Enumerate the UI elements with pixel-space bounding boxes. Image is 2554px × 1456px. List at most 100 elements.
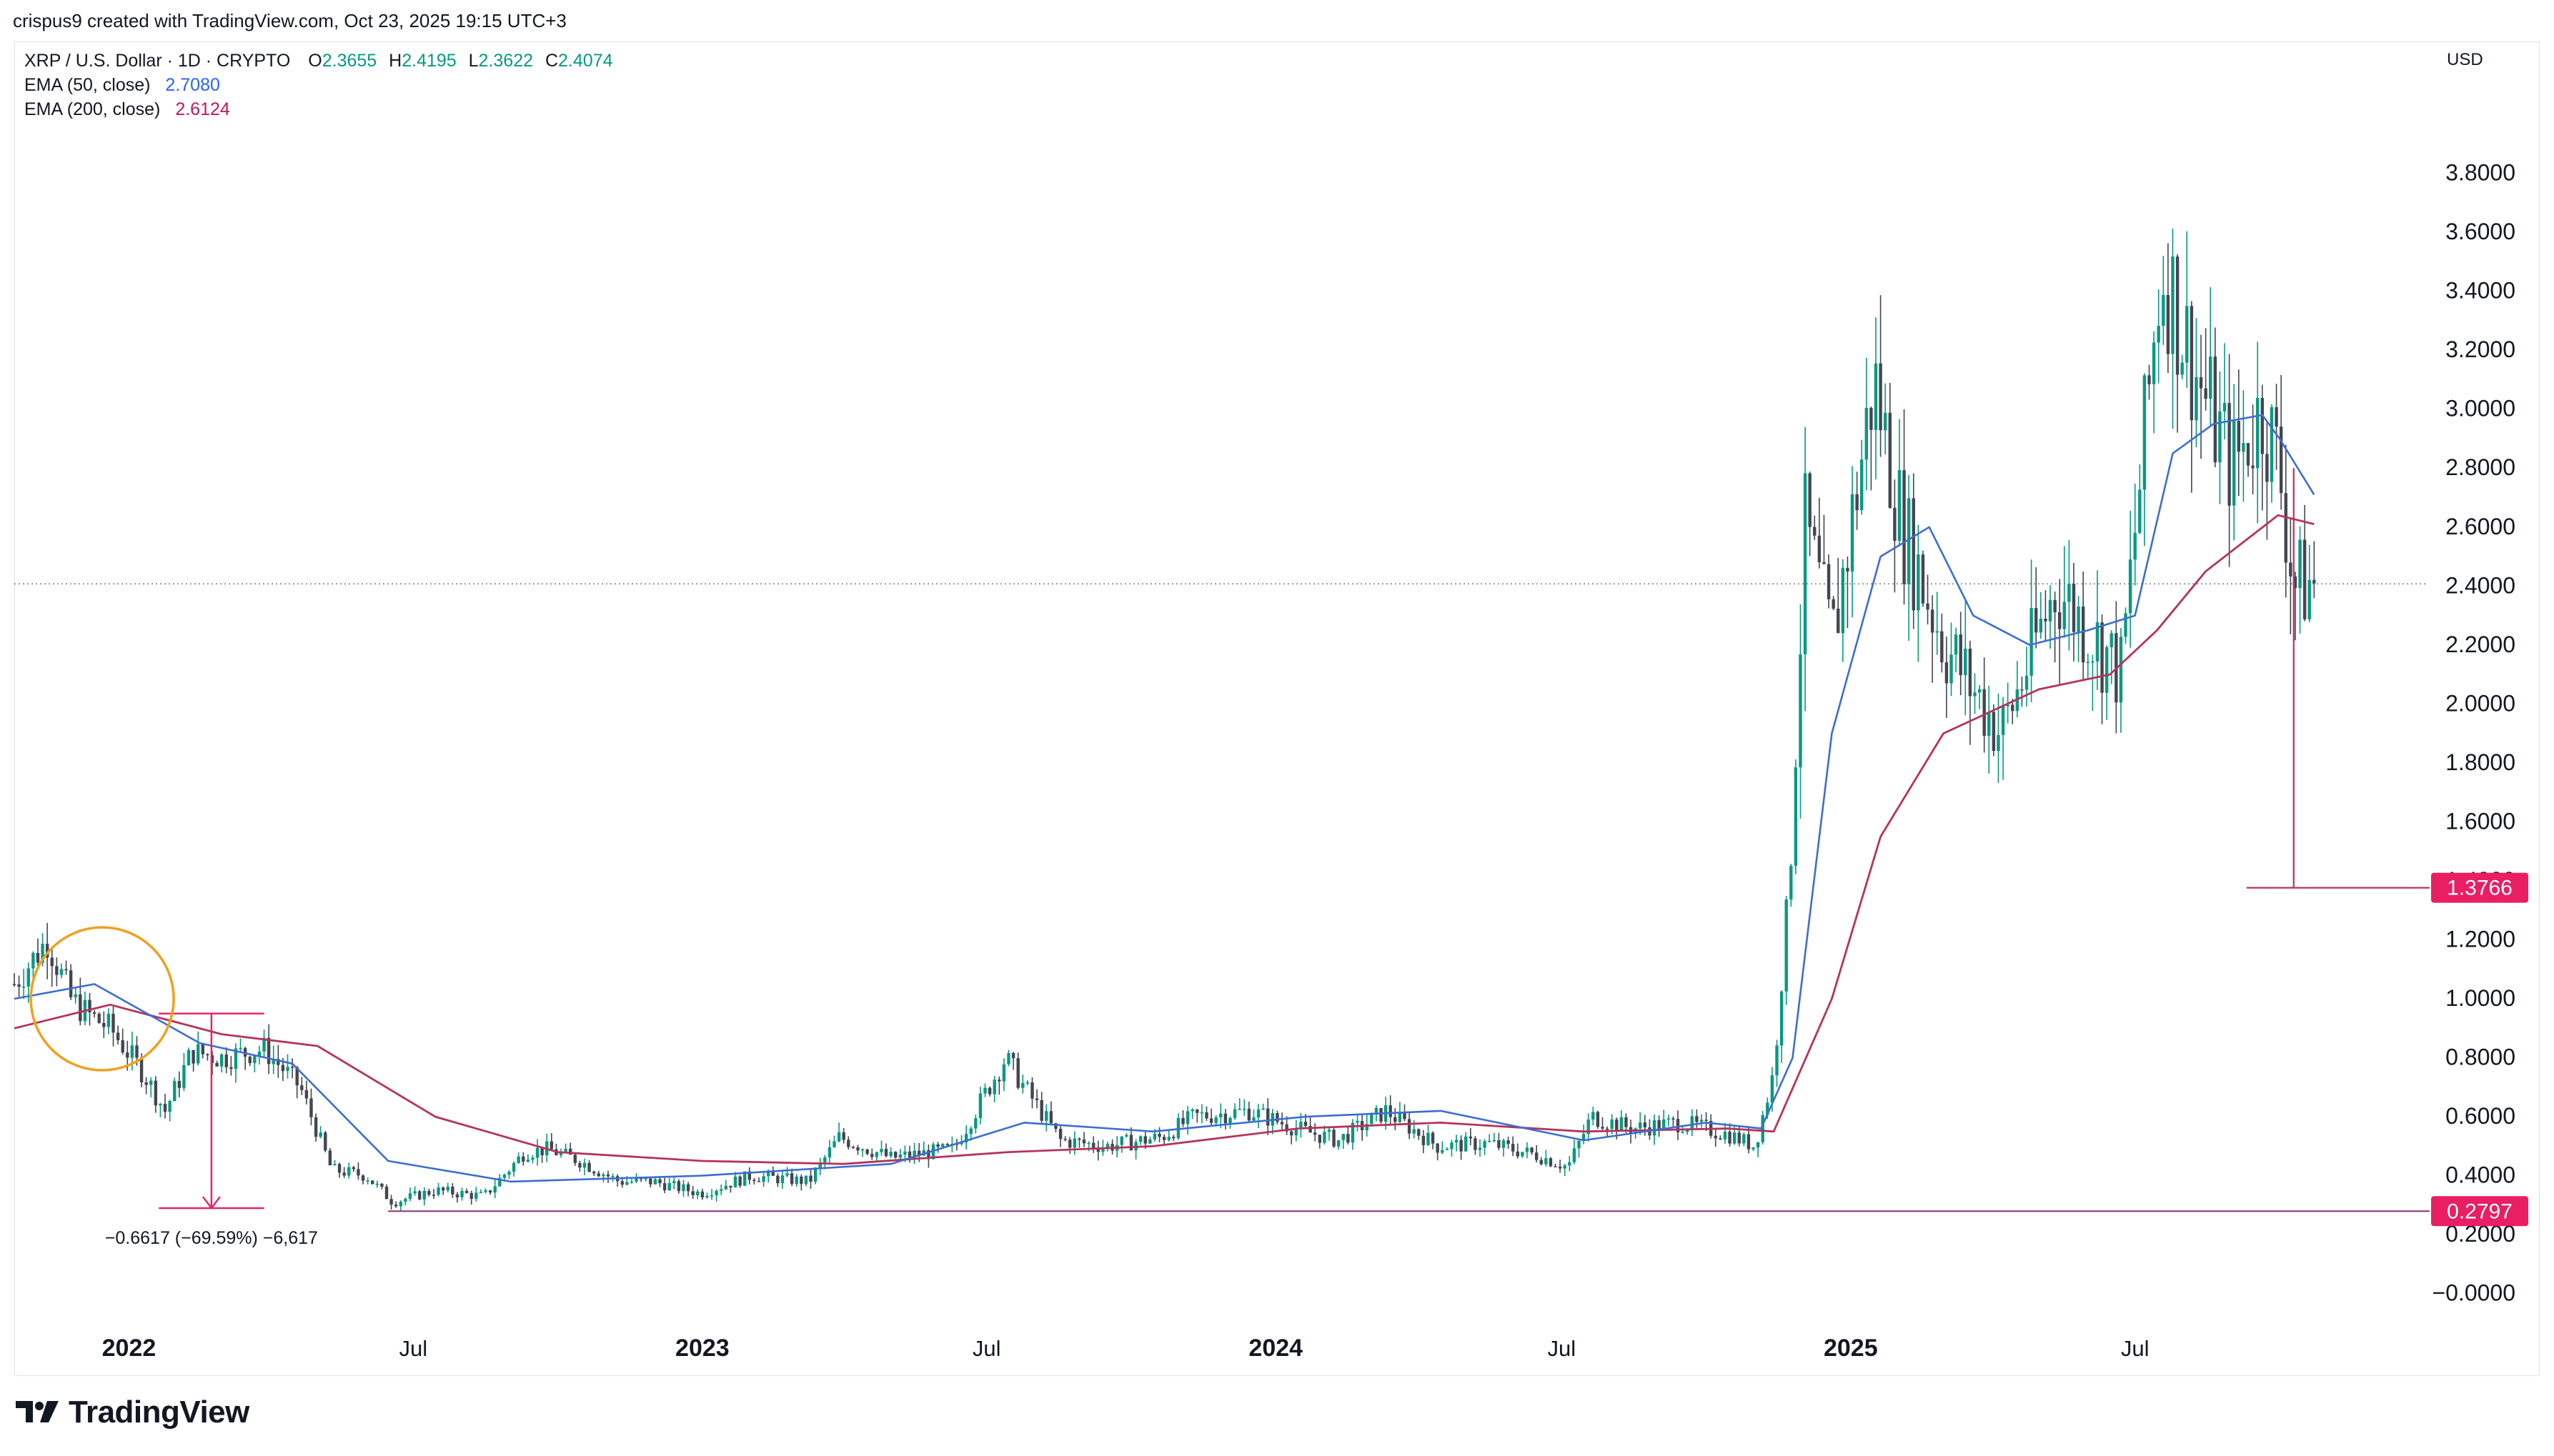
chart-frame[interactable] xyxy=(14,41,2540,1376)
candle-body xyxy=(969,1128,973,1135)
candle-body xyxy=(2048,599,2052,622)
candle-body xyxy=(2237,421,2240,452)
candle-body xyxy=(1290,1131,1293,1136)
candle-body xyxy=(2077,607,2080,632)
legend-ema200-row[interactable]: EMA (200, close) 2.6124 xyxy=(24,97,613,121)
candle-body xyxy=(1374,1108,1378,1113)
brand-name: TradingView xyxy=(69,1395,249,1430)
candle-body xyxy=(1379,1108,1383,1122)
candle-body xyxy=(2289,562,2292,577)
candle-body xyxy=(1869,407,1873,430)
candle-body xyxy=(865,1149,869,1155)
candle-body xyxy=(272,1059,275,1064)
candle-body xyxy=(201,1044,204,1054)
currency-label[interactable]: USD xyxy=(2447,50,2483,69)
candle-body xyxy=(780,1175,785,1184)
candle-body xyxy=(422,1191,426,1200)
candle-body xyxy=(1681,1132,1684,1133)
candle-body xyxy=(437,1187,440,1195)
y-tick-label: 1.0000 xyxy=(2445,985,2515,1011)
candle-body xyxy=(2067,584,2071,602)
candle-body xyxy=(1469,1136,1473,1139)
candle-body xyxy=(1837,608,1840,634)
candle-body xyxy=(1412,1129,1416,1134)
candle-body xyxy=(517,1156,520,1163)
candle-body xyxy=(724,1185,728,1190)
candle-body xyxy=(2020,689,2024,691)
candle-body xyxy=(625,1182,629,1185)
candle-body xyxy=(1176,1117,1181,1139)
candle-body xyxy=(12,984,16,985)
candle-body xyxy=(1129,1135,1133,1151)
y-tick-label: 1.2000 xyxy=(2445,927,2515,952)
candle-body xyxy=(1403,1112,1406,1120)
candle-body xyxy=(41,944,44,963)
candle-body xyxy=(1912,498,1915,611)
candle-body xyxy=(2081,607,2085,663)
candle-body xyxy=(875,1152,879,1157)
candle-body xyxy=(1153,1133,1157,1140)
candle-body xyxy=(1454,1140,1459,1143)
candle-body xyxy=(1209,1118,1213,1123)
candle-body xyxy=(2124,613,2127,637)
candle-body xyxy=(215,1063,219,1067)
candle-body xyxy=(1803,473,1807,654)
candle-body xyxy=(729,1185,732,1188)
candle-body xyxy=(1888,412,1892,508)
candle-body xyxy=(277,1059,280,1065)
candle-body xyxy=(1459,1140,1463,1152)
candle-body xyxy=(1488,1141,1491,1142)
candle-body xyxy=(2302,539,2307,619)
candle-body xyxy=(1016,1058,1020,1088)
y-tick-label: −0.0000 xyxy=(2432,1280,2515,1306)
candle-body xyxy=(1860,459,1864,511)
candle-body xyxy=(1431,1132,1435,1144)
y-tick-label: 2.6000 xyxy=(2445,514,2515,539)
candle-body xyxy=(1261,1108,1265,1110)
candle-body xyxy=(389,1199,393,1205)
candle-body xyxy=(1002,1064,1006,1082)
candle-body xyxy=(375,1183,379,1185)
candle-body xyxy=(2006,704,2009,707)
ema50-label[interactable]: EMA (50, close) xyxy=(24,75,151,95)
candle-body xyxy=(432,1195,436,1196)
candle-body xyxy=(1181,1117,1185,1125)
candle-body xyxy=(1341,1134,1345,1140)
candle-body xyxy=(1276,1113,1279,1122)
candle-body xyxy=(1011,1052,1015,1059)
candle-body xyxy=(1158,1133,1161,1137)
candle-body xyxy=(1940,631,1944,663)
candle-body xyxy=(1417,1129,1421,1136)
symbol-label[interactable]: XRP / U.S. Dollar · 1D · CRYPTO xyxy=(24,51,291,71)
candle-body xyxy=(1162,1137,1166,1140)
candle-body xyxy=(1138,1136,1143,1142)
ema200-label[interactable]: EMA (200, close) xyxy=(24,99,161,119)
legend-ema50-row[interactable]: EMA (50, close) 2.7080 xyxy=(24,73,613,97)
candle-body xyxy=(1327,1130,1331,1132)
candle-body xyxy=(2204,388,2207,399)
candle-body xyxy=(2001,706,2005,735)
candle-body xyxy=(573,1155,577,1163)
candle-body xyxy=(1639,1122,1642,1129)
candle-body xyxy=(111,1013,115,1033)
candle-body xyxy=(493,1186,497,1193)
candle-body xyxy=(2053,599,2057,612)
candle-body xyxy=(1045,1111,1048,1121)
candle-body xyxy=(639,1177,643,1180)
candle-body xyxy=(2293,576,2297,589)
candle-body xyxy=(144,1082,148,1085)
candle-body xyxy=(1223,1113,1228,1124)
candle-body xyxy=(1577,1141,1581,1149)
candle-body xyxy=(535,1147,540,1158)
candle-body xyxy=(50,957,54,967)
legend-symbol-row[interactable]: XRP / U.S. Dollar · 1D · CRYPTO O2.3655 … xyxy=(24,49,613,73)
highlight-circle xyxy=(29,926,175,1072)
candle-body xyxy=(1299,1122,1303,1129)
candle-body xyxy=(1238,1109,1241,1110)
candle-body xyxy=(267,1037,271,1064)
candle-body xyxy=(1214,1117,1218,1123)
candle-body xyxy=(1968,648,1972,697)
candle-body xyxy=(644,1178,647,1180)
candle-body xyxy=(918,1150,921,1156)
